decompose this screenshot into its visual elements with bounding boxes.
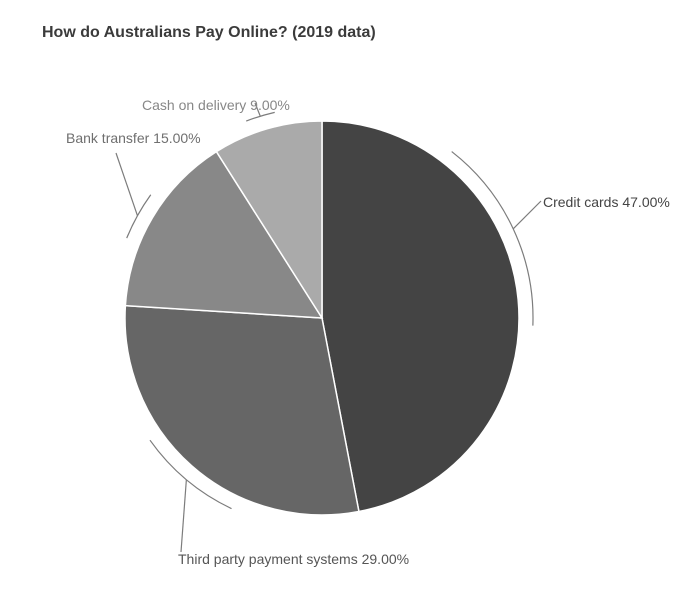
leader-line — [513, 201, 541, 229]
leader-line — [116, 153, 137, 216]
pie-slice — [125, 306, 359, 515]
pie-chart — [0, 0, 684, 604]
slice-label: Third party payment systems 29.00% — [178, 551, 409, 567]
slice-label: Bank transfer 15.00% — [66, 130, 201, 146]
leader-line — [181, 480, 186, 552]
pie-slice — [322, 121, 519, 512]
leader-arc — [246, 112, 275, 121]
slice-label: Credit cards 47.00% — [543, 194, 670, 210]
slice-label: Cash on delivery 9.00% — [142, 97, 290, 113]
